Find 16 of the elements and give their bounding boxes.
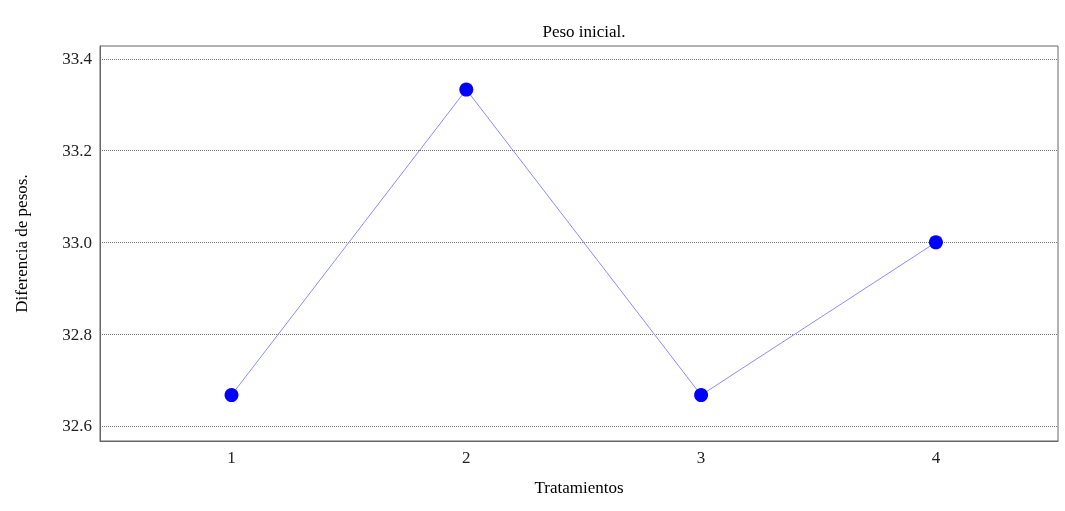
y-tick-label: 33.4 bbox=[62, 49, 93, 69]
y-tick-label: 32.6 bbox=[62, 416, 92, 436]
x-axis-title: Tratamientos bbox=[534, 478, 624, 497]
chart-title: Peso inicial. bbox=[542, 22, 626, 41]
x-tick-label: 1 bbox=[227, 448, 236, 467]
y-axis-title: Diferencia de pesos. bbox=[12, 174, 31, 313]
x-tick-label: 2 bbox=[462, 448, 471, 467]
x-tick-label: 3 bbox=[696, 448, 706, 467]
x-tick-label: 4 bbox=[931, 448, 941, 467]
y-tick-label: 32.8 bbox=[62, 324, 92, 344]
point bbox=[459, 82, 474, 97]
y-tick-label: 33.2 bbox=[62, 141, 92, 161]
point bbox=[928, 235, 943, 250]
point bbox=[224, 388, 239, 403]
point bbox=[694, 388, 709, 403]
y-tick-label: 33.0 bbox=[62, 232, 92, 252]
